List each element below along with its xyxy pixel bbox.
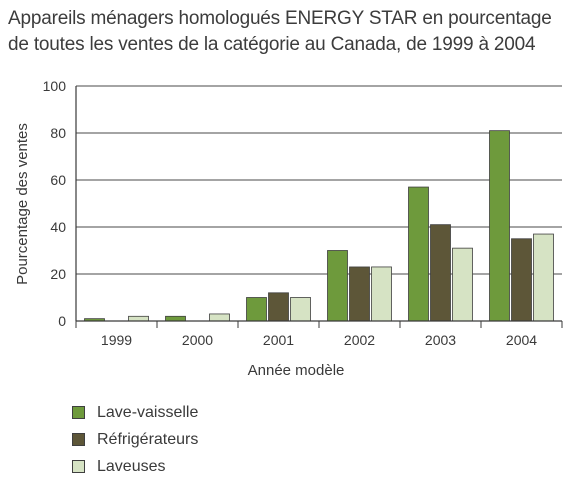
bar-lave-vaisselle-2003 <box>408 186 429 322</box>
y-tick-label-80: 80 <box>50 125 66 141</box>
legend: Lave-vaisselle Réfrigérateurs Laveuses <box>72 399 198 480</box>
x-tick-labels: 1999 2000 2001 2002 2003 2004 <box>101 332 537 348</box>
axes <box>75 86 563 328</box>
y-tick-label-0: 0 <box>58 313 66 329</box>
y-axis-label: Pourcentage des ventes <box>14 123 31 285</box>
legend-swatch-refrigerators <box>72 433 85 446</box>
bar-laveuses-1999 <box>128 315 149 322</box>
chart-title: Appareils ménagers homologués ENERGY STA… <box>8 6 574 58</box>
bar-lave-vaisselle-2000 <box>165 315 186 322</box>
x-tick-label-2001: 2001 <box>263 332 294 348</box>
x-tick-label-2002: 2002 <box>344 332 375 348</box>
y-tick-labels: 0 20 40 60 80 100 <box>43 78 67 329</box>
bar-laveuses-2000 <box>209 313 230 322</box>
bar-chart: 0 20 40 60 80 100 1999 2000 2001 2002 2003 2004 Po… <box>14 78 563 379</box>
bar-laveuses-2004 <box>533 233 554 322</box>
x-tick-label-1999: 1999 <box>101 332 132 348</box>
bar-r-frig-rateurs-2002 <box>349 266 370 322</box>
bar-r-frig-rateurs-2004 <box>511 238 532 322</box>
y-tick-label-40: 40 <box>50 219 66 235</box>
x-axis-label: Année modèle <box>248 362 345 379</box>
legend-label-dishwashers: Lave-vaisselle <box>97 403 199 421</box>
legend-swatch-washers <box>72 460 85 473</box>
bars <box>84 130 554 322</box>
gridlines <box>76 85 562 275</box>
chart-title-line-1: Appareils ménagers homologués ENERGY STA… <box>8 8 552 29</box>
legend-item-dishwashers: Lave-vaisselle <box>72 399 198 426</box>
x-tick-label-2004: 2004 <box>506 332 537 348</box>
x-tick-label-2003: 2003 <box>425 332 456 348</box>
legend-label-washers: Laveuses <box>97 457 166 475</box>
bar-lave-vaisselle-2001 <box>246 297 267 322</box>
legend-swatch-dishwashers <box>72 406 85 419</box>
bar-laveuses-2001 <box>290 297 311 322</box>
y-tick-label-20: 20 <box>50 266 66 282</box>
x-tick-label-2000: 2000 <box>182 332 213 348</box>
y-tick-label-60: 60 <box>50 172 66 188</box>
bar-lave-vaisselle-2004 <box>489 130 510 322</box>
y-tick-label-100: 100 <box>43 78 67 94</box>
bar-lave-vaisselle-2002 <box>327 250 348 322</box>
legend-label-refrigerators: Réfrigérateurs <box>97 430 199 448</box>
legend-item-washers: Laveuses <box>72 453 198 480</box>
bar-laveuses-2003 <box>452 247 473 322</box>
bar-r-frig-rateurs-2003 <box>430 224 451 322</box>
bar-r-frig-rateurs-2001 <box>268 292 289 322</box>
legend-item-refrigerators: Réfrigérateurs <box>72 426 198 453</box>
bar-laveuses-2002 <box>371 266 392 322</box>
chart-title-line-2: de toutes les ventes de la catégorie au … <box>8 34 536 55</box>
